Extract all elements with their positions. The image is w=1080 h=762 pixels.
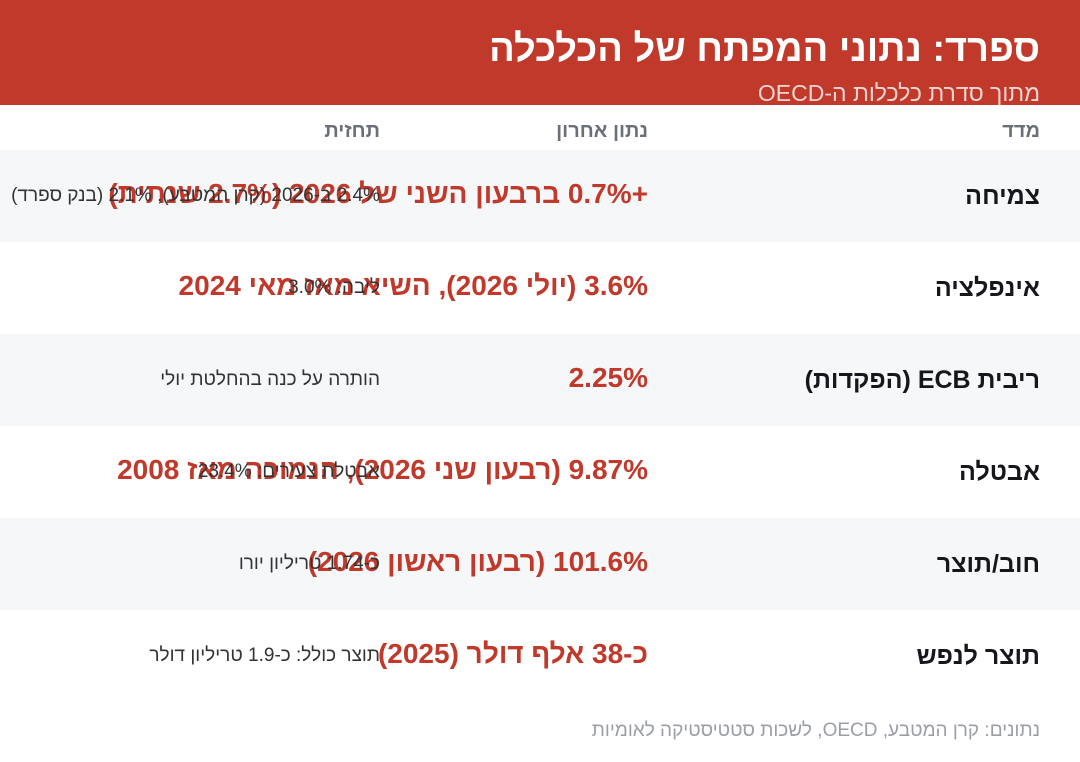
header-bar: ספרד: נתוני המפתח של הכלכלה מתוך סדרת כל…: [0, 0, 1080, 106]
column-header: נתון אחרון: [556, 120, 648, 142]
forecast: אבטלת צעירים: 23.4%: [197, 461, 380, 482]
table-row: ריבית ECB (הפקדות) 2.25% הותרה על כנה בהחל…: [0, 334, 1080, 426]
table-row: צמיחה +0.7% ברבעון השני של 2026 (2.7% שנת…: [0, 150, 1080, 242]
metric-name: ריבית ECB (הפקדות): [804, 366, 1040, 394]
forecast: ליבה: 3.0%: [288, 277, 380, 298]
metric-name: צמיחה: [965, 182, 1040, 210]
forecast: תוצר כולל: כ-1.9 טריליון דולר: [149, 645, 380, 666]
table-row: אינפלציה 3.6% (יולי 2026), השיא מאז מאי 2…: [0, 242, 1080, 334]
forecast: 2.4% ב-2026 (קרן המטבע), 2.1% (בנק ספרד): [11, 185, 380, 206]
latest-value: +0.7% ברבעון השני של 2026 (2.7% שנתית): [108, 178, 648, 209]
subtitle: מתוך סדרת כלכלות ה-OECD: [757, 80, 1040, 106]
table-row: תוצר לנפש כ-38 אלף דולר (2025) תוצר כולל: …: [0, 610, 1080, 702]
forecast: הותרה על כנה בהחלטת יולי: [160, 369, 380, 390]
table-row: אבטלה 9.87% (רבעון שני 2026), הנמוכה מאז …: [0, 426, 1080, 518]
latest-value: 101.6% (רבעון ראשון 2026): [307, 546, 648, 577]
metric-name: אינפלציה: [934, 274, 1040, 302]
column-header: מדד: [1002, 120, 1040, 142]
column-header: תחזית: [324, 120, 380, 142]
latest-value: 2.25%: [568, 362, 648, 393]
latest-value: 9.87% (רבעון שני 2026), הנמוכה מאז 2008: [117, 454, 648, 485]
table-row: חוב/תוצר 101.6% (רבעון ראשון 2026) כ-1.74 …: [0, 518, 1080, 610]
latest-value: 3.6% (יולי 2026), השיא מאז מאי 2024: [178, 270, 648, 301]
forecast: כ-1.74 טריליון יורו: [238, 553, 380, 574]
metric-name: חוב/תוצר: [936, 550, 1040, 578]
title: ספרד: נתוני המפתח של הכלכלה: [489, 28, 1040, 70]
metric-name: אבטלה: [959, 458, 1040, 486]
metric-name: תוצר לנפש: [916, 642, 1040, 670]
footer: נתונים: קרן המטבע, OECD, לשכות סטטיסטיקה…: [591, 720, 1040, 741]
latest-value: כ-38 אלף דולר (2025): [377, 638, 648, 669]
